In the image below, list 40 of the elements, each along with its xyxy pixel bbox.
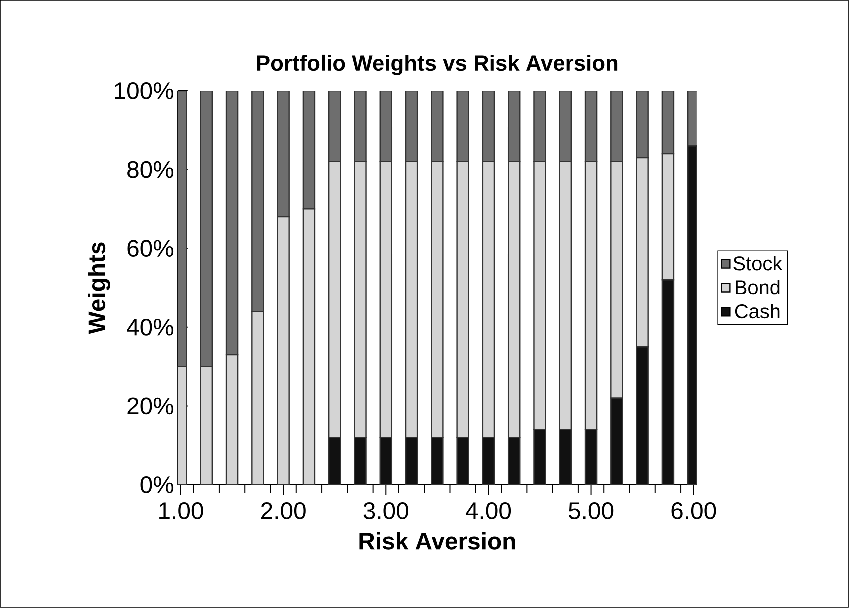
bar bbox=[226, 90, 239, 356]
bar bbox=[584, 161, 598, 430]
bar bbox=[559, 161, 572, 430]
y-axis-title: Weights bbox=[88, 242, 110, 334]
y-tick-label: 20% bbox=[128, 398, 174, 415]
y-tick-label: 40% bbox=[127, 318, 174, 336]
bar bbox=[226, 354, 239, 485]
x-tick-label: 6.00 bbox=[672, 502, 716, 520]
y-tick-label: 60% bbox=[128, 240, 174, 258]
legend-label: Stock bbox=[734, 256, 783, 271]
x-tick-label: 1.00 bbox=[160, 502, 204, 520]
bar bbox=[328, 90, 342, 163]
x-tick-label: 2.00 bbox=[262, 502, 306, 520]
x-tick-label: 4.00 bbox=[466, 502, 512, 520]
bar bbox=[508, 90, 521, 163]
x-tick-label: 3.00 bbox=[364, 502, 408, 520]
y-tick-label: 0% bbox=[140, 476, 174, 494]
legend-label: Bond bbox=[736, 280, 780, 295]
bar bbox=[405, 90, 418, 163]
bar bbox=[380, 90, 393, 163]
bar bbox=[662, 153, 675, 281]
bar bbox=[508, 161, 521, 438]
bar bbox=[302, 208, 316, 485]
y-tick-label: 80% bbox=[128, 161, 174, 178]
bar bbox=[482, 90, 496, 163]
bar bbox=[200, 366, 214, 485]
chart-title: Portfolio Weights vs Risk Aversion bbox=[257, 54, 618, 76]
bar bbox=[380, 161, 393, 438]
bar bbox=[302, 90, 316, 210]
bar bbox=[662, 280, 675, 485]
bar bbox=[200, 90, 214, 368]
bar bbox=[559, 90, 572, 163]
bar bbox=[584, 90, 598, 163]
bar bbox=[482, 161, 496, 438]
legend-label: Cash bbox=[735, 304, 780, 319]
bar bbox=[405, 161, 418, 438]
y-tick-label: 100% bbox=[115, 82, 174, 100]
bar bbox=[328, 161, 342, 438]
x-axis-title: Risk Aversion bbox=[360, 532, 516, 550]
x-tick-label: 5.00 bbox=[568, 502, 614, 520]
